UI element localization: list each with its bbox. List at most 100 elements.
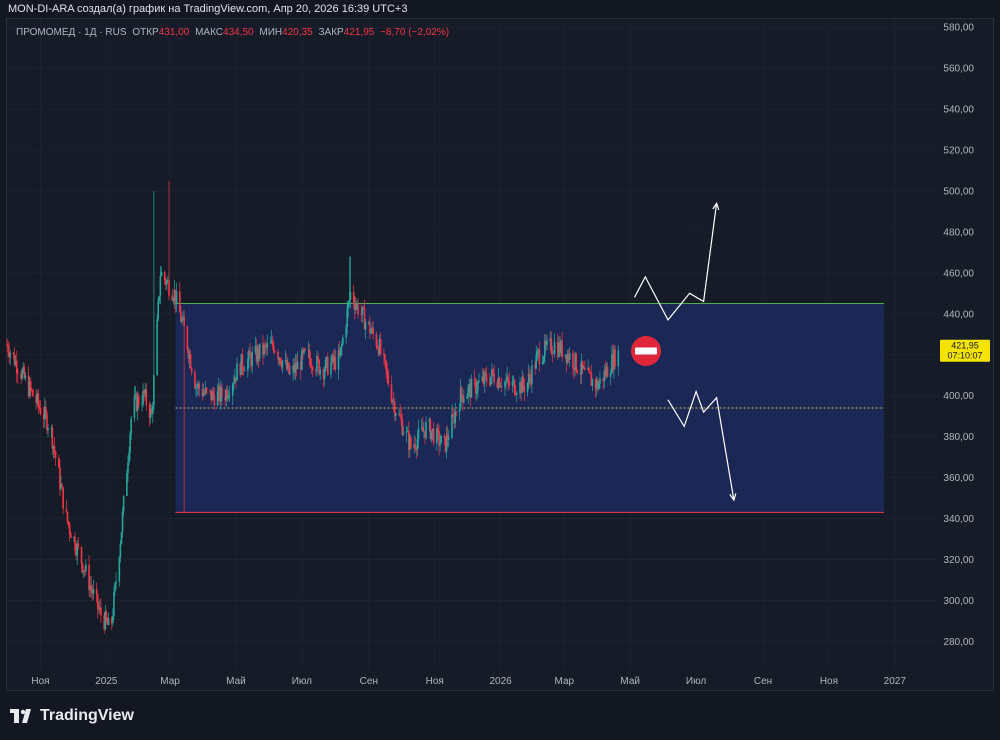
candle-body	[506, 376, 508, 382]
candle-body	[242, 369, 245, 371]
candle-body	[430, 431, 433, 440]
candle-body	[579, 372, 582, 375]
candle-body	[594, 379, 597, 389]
candle-body	[591, 379, 594, 386]
candle-body	[100, 607, 102, 616]
candle-body	[39, 407, 42, 415]
close-value: 421,95	[343, 27, 375, 38]
candle-body	[332, 354, 334, 363]
candle-body	[65, 508, 68, 512]
candle-body	[393, 401, 396, 416]
projection-down-path[interactable]	[667, 389, 735, 501]
candle-body	[294, 363, 297, 373]
candle-body	[23, 366, 26, 379]
candle-body	[474, 379, 477, 394]
candle-body	[257, 348, 260, 359]
candle-body	[113, 592, 115, 617]
candle-body	[531, 365, 533, 385]
high-label: МАКС	[195, 27, 224, 38]
tradingview-brand-text: TradingView	[40, 707, 134, 724]
tradingview-logo[interactable]: TradingView	[10, 707, 134, 725]
candle-body	[385, 360, 387, 370]
candle-body	[550, 338, 553, 353]
candle-body	[228, 395, 231, 397]
candle-body	[96, 594, 99, 609]
candle-body	[360, 314, 363, 316]
candle-body	[405, 431, 408, 433]
candle-body	[580, 361, 583, 375]
candle-body	[168, 280, 170, 296]
candle-body	[181, 319, 183, 322]
candle-body	[90, 585, 93, 590]
price-tick-label: 560,00	[943, 64, 974, 75]
candle-body	[564, 354, 567, 358]
candle-body	[528, 374, 531, 378]
candle-body	[224, 397, 226, 401]
candle-body	[197, 383, 199, 388]
candle-body	[514, 394, 517, 395]
candle-body	[105, 611, 108, 621]
candle-body	[122, 495, 125, 512]
candle-body	[303, 348, 305, 353]
candle-body	[519, 382, 521, 394]
candle-body	[573, 368, 575, 371]
candle-body	[240, 354, 243, 375]
candle-body	[37, 393, 40, 406]
price-tick-label: 520,00	[943, 146, 974, 157]
candle-body	[293, 365, 296, 373]
candle-body	[370, 331, 372, 334]
time-tick-label: Ноя	[31, 676, 49, 687]
chart-canvas[interactable]: 580,00 560,00 540,00 520,00 500,00 480,00 460,…	[0, 0, 1000, 692]
time-axis: Ноя 2025 Мар Май Июл Сен Ноя 2026 Мар Май Июл Сен Но…	[31, 676, 906, 687]
candle-body	[476, 390, 478, 394]
candle-body	[164, 279, 167, 285]
candle-body	[542, 357, 545, 362]
candle-body	[523, 385, 526, 392]
candle-body	[392, 400, 395, 402]
candle-body	[445, 434, 448, 452]
last-price-countdown: 07:10:07	[947, 351, 982, 361]
candle-body	[210, 390, 212, 401]
candle-body	[423, 431, 425, 433]
candle-body	[538, 349, 541, 364]
candle-body	[407, 430, 410, 450]
candle-body	[129, 433, 131, 453]
price-tick-label: 380,00	[943, 432, 974, 443]
candle-body	[567, 353, 570, 360]
candle-body	[520, 382, 522, 393]
candle-body	[148, 404, 151, 419]
projection-up-path[interactable]	[633, 203, 718, 321]
candle-body	[319, 369, 322, 374]
time-tick-label: Мар	[555, 676, 575, 687]
candle-body	[89, 585, 91, 591]
candle-body	[425, 422, 427, 438]
candle-body	[308, 349, 311, 359]
candle-body	[218, 386, 221, 402]
high-value: 434,50	[223, 27, 254, 38]
candle-body	[386, 369, 388, 374]
candle-body	[371, 327, 373, 332]
range-box[interactable]	[175, 303, 884, 513]
candle-body	[73, 536, 75, 538]
candle-body	[363, 307, 366, 330]
time-tick-label: Май	[620, 676, 640, 687]
last-price-tag: 421,95 07:10:07	[940, 339, 990, 362]
time-tick-label: Мар	[160, 676, 180, 687]
candle-body	[566, 353, 569, 363]
candle-body	[330, 362, 332, 375]
candle-body	[150, 408, 153, 414]
candle-body	[153, 375, 155, 406]
candle-body	[460, 387, 463, 396]
candle-body	[13, 354, 16, 366]
candle-body	[395, 413, 397, 416]
candle-body	[188, 354, 191, 359]
candle-body	[477, 382, 479, 391]
candle-body	[589, 371, 592, 374]
stop-sign-icon[interactable]	[631, 336, 661, 366]
candle-body	[6, 344, 8, 346]
price-tick-label: 440,00	[943, 309, 974, 320]
candle-body	[120, 532, 123, 545]
candle-body	[498, 377, 501, 388]
candle-body	[444, 437, 447, 452]
candle-body	[206, 388, 208, 391]
